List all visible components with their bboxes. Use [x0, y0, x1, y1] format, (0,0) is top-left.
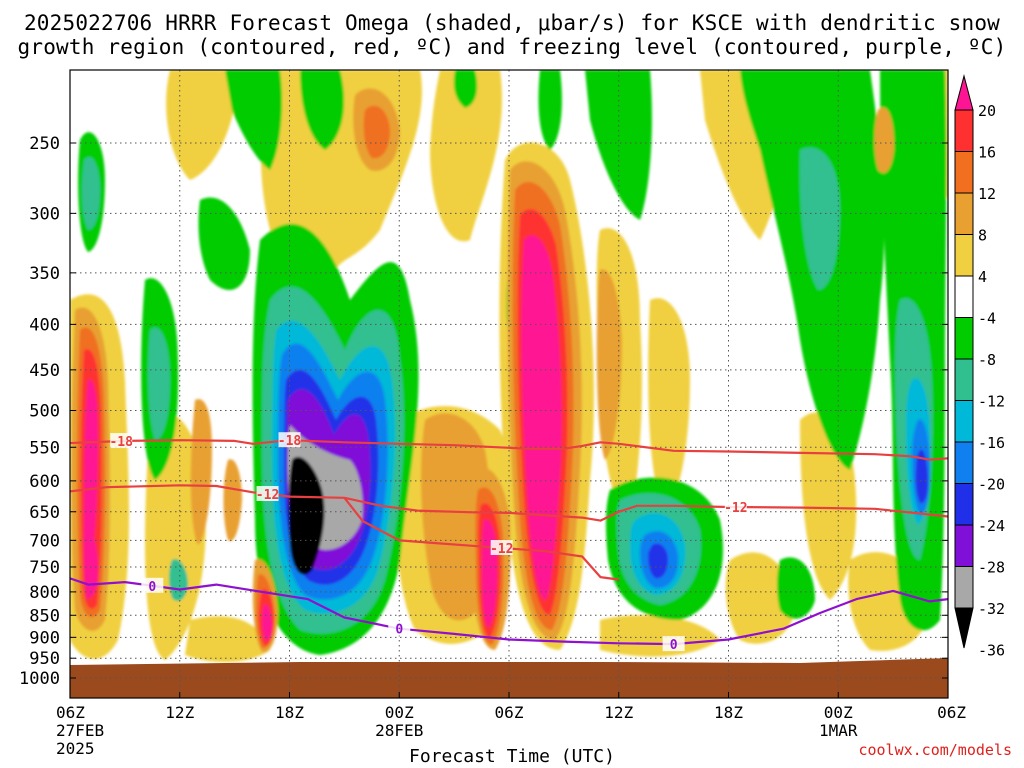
y-tick-label: 750	[29, 558, 60, 578]
y-tick-label: 850	[29, 606, 60, 626]
colorbar-swatch	[954, 483, 974, 526]
colorbar-swatch	[954, 234, 974, 277]
colorbar-swatch	[954, 109, 974, 152]
contour-label-bg	[662, 636, 685, 652]
colorbar-label: -8	[978, 351, 996, 369]
contour-label-bg	[388, 620, 411, 636]
y-axis: 2503003504004505005506006507007508008509…	[19, 134, 60, 689]
x-tick-label: 18Z	[714, 703, 743, 722]
contour-label-bg	[141, 577, 164, 593]
colorbar-label: -24	[978, 517, 1005, 535]
colorbar-label: -36	[978, 642, 1005, 660]
x-tick-year-label: 2025	[56, 739, 95, 758]
contour-line-0	[70, 577, 948, 646]
x-tick-label: 00Z	[824, 703, 853, 722]
contour-label-bg	[256, 486, 279, 502]
contour-label-bg	[110, 433, 133, 449]
colorbar-label: -4	[978, 310, 996, 328]
contour-label: -18	[109, 435, 133, 450]
plot-frame	[69, 69, 949, 699]
contour-label: 0	[148, 580, 156, 595]
y-tick-label: 1000	[19, 669, 60, 689]
y-tick-label: 600	[29, 472, 60, 492]
ground-surface	[70, 658, 948, 698]
x-tick-sublabel: 27FEB	[56, 721, 104, 740]
chart-title-line-1: 2025022706 HRRR Forecast Omega (shaded, …	[23, 11, 1001, 35]
colorbar-swatch	[954, 566, 974, 609]
colorbar-label: 4	[978, 268, 987, 286]
x-axis-title: Forecast Time (UTC)	[409, 746, 615, 767]
y-tick-label: 800	[29, 583, 60, 603]
colorbar-swatch	[954, 275, 974, 318]
omega-shading	[70, 70, 948, 662]
contour-label-bg	[724, 499, 747, 515]
colorbar-label: -32	[978, 600, 1005, 618]
y-tick-label: 450	[29, 361, 60, 381]
colorbar-label: -28	[978, 559, 1005, 577]
x-tick-label: 12Z	[165, 703, 194, 722]
colorbar-label: 12	[978, 185, 996, 203]
colorbar-swatch	[954, 400, 974, 443]
grid-lines	[69, 70, 949, 698]
colorbar-arrow-bottom	[954, 607, 974, 649]
contour-label: 0	[395, 623, 403, 638]
x-tick-label: 00Z	[385, 703, 414, 722]
colorbar-swatch	[954, 358, 974, 401]
colorbar-swatch	[954, 441, 974, 484]
colorbar-label: -12	[978, 393, 1005, 411]
y-tick-label: 300	[29, 204, 60, 224]
contour-label: -18	[278, 434, 302, 449]
contour-label-bg	[278, 432, 301, 448]
x-tick-sublabel: 28FEB	[375, 721, 423, 740]
x-tick-label: 06Z	[495, 703, 524, 722]
credit-text: coolwx.com/models	[858, 741, 1012, 759]
colorbar-label: 16	[978, 144, 996, 162]
y-tick-label: 950	[29, 649, 60, 669]
colorbar-swatch	[954, 524, 974, 567]
contour-line--12	[70, 484, 948, 522]
x-tick-label: 12Z	[604, 703, 633, 722]
colorbar-swatch	[954, 192, 974, 235]
contour-label: -12	[724, 501, 747, 516]
contour-line--18	[70, 439, 948, 461]
colorbar-label: -20	[978, 476, 1005, 494]
x-tick-label: 18Z	[275, 703, 304, 722]
y-tick-label: 550	[29, 438, 60, 458]
x-tick-label: 06Z	[56, 703, 85, 722]
x-tick-label: 06Z	[937, 703, 966, 722]
y-tick-label: 500	[29, 402, 60, 422]
colorbar-swatch	[954, 317, 974, 360]
y-tick-label: 650	[29, 503, 60, 523]
contour-label: 0	[670, 638, 678, 653]
x-tick-sublabel: 1MAR	[819, 721, 858, 740]
colorbar-label: -16	[978, 434, 1005, 452]
y-tick-label: 250	[29, 134, 60, 154]
y-tick-label: 350	[29, 264, 60, 284]
y-tick-label: 900	[29, 628, 60, 648]
colorbar-arrow-top	[954, 74, 974, 111]
chart-title-line-2: growth region (contoured, red, ºC) and f…	[17, 35, 1007, 59]
colorbar-label: 8	[978, 227, 987, 245]
contour-lines: -18 -18 -12 -12 -12 0 0 0	[70, 432, 948, 653]
y-tick-label: 700	[29, 531, 60, 551]
colorbar: 20 16 12 8 4 -4 -8 -12 -16 -20 -24 -28 -32 -36	[954, 74, 1005, 660]
contour-label-bg	[490, 539, 513, 555]
contour-label: -12	[256, 488, 279, 503]
colorbar-label: 20	[978, 102, 996, 120]
contour-label: -12	[490, 542, 513, 557]
y-tick-label: 400	[29, 315, 60, 335]
colorbar-swatch	[954, 151, 974, 194]
